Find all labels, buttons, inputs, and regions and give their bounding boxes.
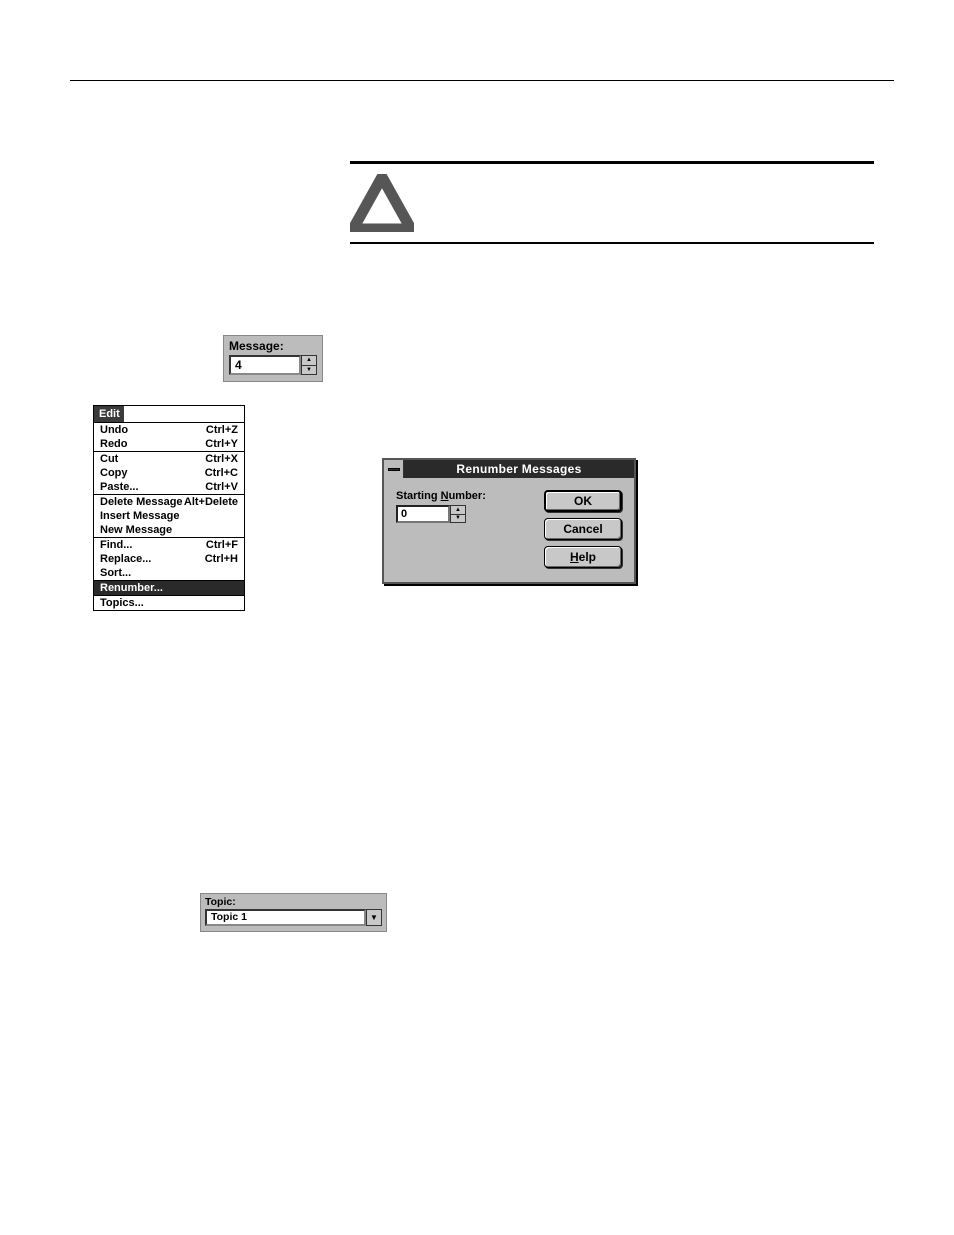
menu-item-label: Insert Message: [100, 510, 179, 522]
message-spinner-panel: Message: 4 ▲ ▼: [223, 335, 323, 382]
menu-item-label: Redo: [100, 438, 128, 450]
menu-item-shortcut: Ctrl+Y: [205, 438, 238, 450]
spin-up-icon[interactable]: ▲: [451, 506, 465, 515]
menu-item-label: Replace...: [100, 553, 151, 565]
menu-item-redo[interactable]: Redo Ctrl+Y: [94, 437, 244, 451]
menu-item-delete-message[interactable]: Delete Message Alt+Delete: [94, 495, 244, 509]
menu-item-shortcut: Ctrl+X: [205, 453, 238, 465]
menu-item-label: Renumber...: [100, 582, 163, 594]
menu-item-copy[interactable]: Copy Ctrl+C: [94, 466, 244, 480]
menu-item-label: Find...: [100, 539, 132, 551]
menu-item-insert-message[interactable]: Insert Message: [94, 509, 244, 523]
menu-item-label: Sort...: [100, 567, 131, 579]
renumber-dialog: Renumber Messages Starting Number: 0 ▲ ▼…: [382, 458, 636, 584]
menu-item-undo[interactable]: Undo Ctrl+Z: [94, 423, 244, 437]
topic-panel: Topic: Topic 1 ▼: [200, 893, 387, 932]
dropdown-arrow-icon[interactable]: ▼: [366, 909, 382, 926]
menu-item-shortcut: Ctrl+F: [206, 539, 238, 551]
dialog-titlebar[interactable]: Renumber Messages: [384, 460, 634, 478]
starting-number-input[interactable]: 0: [396, 505, 450, 523]
message-number-input[interactable]: 4: [229, 355, 301, 375]
menu-item-shortcut: Alt+Delete: [184, 496, 238, 508]
header-rule: [70, 80, 894, 81]
menu-item-sort[interactable]: Sort...: [94, 566, 244, 580]
menu-item-label: New Message: [100, 524, 172, 536]
notice-box: [350, 161, 874, 244]
menu-item-topics[interactable]: Topics...: [94, 596, 244, 610]
menu-item-paste[interactable]: Paste... Ctrl+V: [94, 480, 244, 494]
menu-item-renumber[interactable]: Renumber...: [94, 581, 244, 595]
menu-item-label: Delete Message: [100, 496, 183, 508]
system-menu-icon[interactable]: [384, 460, 404, 478]
edit-menu: Edit Undo Ctrl+Z Redo Ctrl+Y Cut Ctrl+X …: [93, 405, 245, 611]
cancel-button[interactable]: Cancel: [544, 518, 622, 540]
spin-up-icon[interactable]: ▲: [302, 356, 316, 366]
ok-button[interactable]: OK: [544, 490, 622, 512]
starting-number-label: Starting Number:: [396, 490, 528, 502]
menu-item-shortcut: Ctrl+Z: [206, 424, 238, 436]
spin-down-icon[interactable]: ▼: [302, 366, 316, 375]
menu-item-label: Cut: [100, 453, 118, 465]
dialog-title: Renumber Messages: [404, 462, 634, 476]
menu-item-label: Copy: [100, 467, 128, 479]
edit-menu-title[interactable]: Edit: [94, 406, 124, 422]
menu-item-label: Topics...: [100, 597, 144, 609]
warning-triangle-icon: [350, 174, 414, 232]
menu-item-cut[interactable]: Cut Ctrl+X: [94, 452, 244, 466]
spin-down-icon[interactable]: ▼: [451, 515, 465, 523]
topic-label: Topic:: [205, 896, 382, 908]
message-label: Message:: [229, 339, 317, 353]
menu-item-shortcut: Ctrl+C: [205, 467, 238, 479]
menu-item-label: Undo: [100, 424, 128, 436]
menu-item-find[interactable]: Find... Ctrl+F: [94, 538, 244, 552]
topic-select[interactable]: Topic 1: [205, 909, 366, 926]
starting-number-spin: ▲ ▼: [450, 505, 466, 523]
menu-item-replace[interactable]: Replace... Ctrl+H: [94, 552, 244, 566]
message-spin-buttons: ▲ ▼: [301, 355, 317, 375]
menu-item-shortcut: Ctrl+H: [205, 553, 238, 565]
menu-item-label: Paste...: [100, 481, 139, 493]
menu-item-shortcut: Ctrl+V: [205, 481, 238, 493]
help-button[interactable]: Help: [544, 546, 622, 568]
menu-item-new-message[interactable]: New Message: [94, 523, 244, 537]
